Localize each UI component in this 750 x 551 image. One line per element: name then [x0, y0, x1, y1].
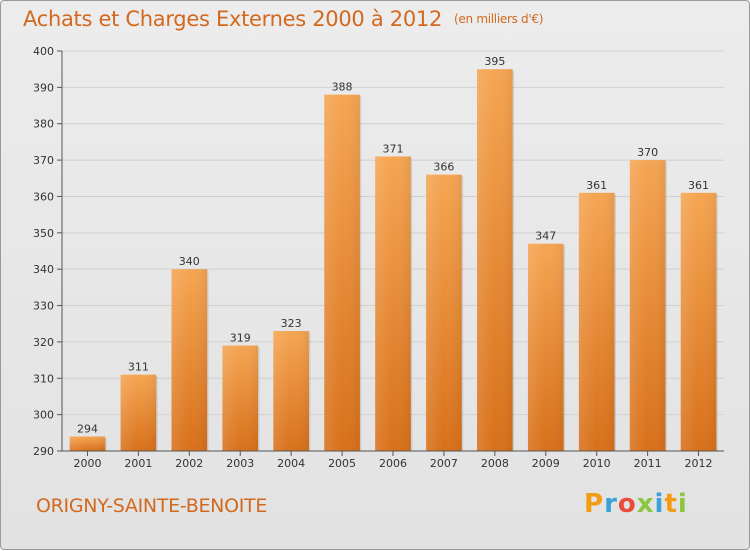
data-label: 361 — [586, 179, 607, 192]
x-tick-label: 2009 — [532, 457, 560, 470]
unit-label: (en milliers d'€) — [454, 12, 544, 26]
x-tick-label: 2003 — [226, 457, 254, 470]
chart-title: Achats et Charges Externes 2000 à 2012 (e… — [23, 7, 543, 31]
logo-letter: P — [584, 489, 605, 519]
y-tick-label: 360 — [33, 190, 54, 203]
x-tick-label: 2007 — [430, 457, 458, 470]
x-tick-label: 2001 — [124, 457, 152, 470]
bar-highlight — [273, 331, 309, 451]
logo-letter: i — [654, 489, 665, 519]
logo-letter: o — [617, 489, 637, 519]
data-label: 395 — [484, 55, 505, 68]
data-label: 311 — [128, 361, 149, 374]
x-tick-label: 2011 — [634, 457, 662, 470]
y-tick-label: 350 — [33, 227, 54, 240]
data-label: 319 — [230, 332, 251, 345]
commune-name: ORIGNY-SAINTE-BENOITE — [36, 495, 268, 517]
y-tick-label: 300 — [33, 409, 54, 422]
y-tick-label: 400 — [33, 45, 54, 58]
y-tick-label: 320 — [33, 336, 54, 349]
data-label: 323 — [281, 317, 302, 330]
bar-highlight — [171, 269, 208, 451]
bar-highlight — [375, 156, 411, 452]
bar-highlight — [324, 94, 360, 452]
y-tick-label: 290 — [33, 445, 54, 458]
bar-highlight — [680, 192, 717, 451]
data-label: 294 — [77, 422, 98, 435]
x-tick-label: 2012 — [685, 457, 713, 470]
title-text: Achats et Charges Externes 2000 à 2012 — [23, 7, 443, 31]
proxiti-logo: Proxiti — [584, 489, 688, 519]
logo-letter: x — [636, 489, 655, 519]
x-tick-label: 2005 — [328, 457, 356, 470]
x-tick-label: 2002 — [175, 457, 203, 470]
bars: 294 311 340 319 323 388 371 366 395 347 361 370 361 — [69, 55, 718, 452]
data-label: 371 — [383, 142, 404, 155]
x-tick-label: 2010 — [583, 457, 611, 470]
y-tick-label: 340 — [33, 263, 54, 276]
bar-highlight — [477, 69, 513, 451]
bar-highlight — [578, 192, 615, 451]
logo-letter: t — [664, 489, 678, 519]
bar-highlight — [222, 345, 259, 451]
bar-highlight — [120, 374, 157, 451]
data-label: 347 — [535, 230, 556, 243]
x-tick-label: 2000 — [73, 457, 101, 470]
bar-highlight — [629, 160, 666, 451]
y-tick-label: 390 — [33, 81, 54, 94]
data-label: 370 — [637, 146, 658, 159]
bar-highlight — [426, 174, 462, 452]
axes: 290 300 310 320 330 340 350 360 370 380 390 400 2000… — [33, 45, 724, 470]
y-tick-label: 370 — [33, 154, 54, 167]
x-tick-label: 2004 — [277, 457, 305, 470]
data-label: 366 — [433, 161, 454, 174]
data-label: 388 — [332, 81, 353, 94]
logo-letter: i — [677, 489, 688, 519]
y-tick-label: 310 — [33, 372, 54, 385]
x-tick-label: 2006 — [379, 457, 407, 470]
y-tick-label: 380 — [33, 118, 54, 131]
bar-highlight — [69, 436, 106, 451]
x-tick-label: 2008 — [481, 457, 509, 470]
data-label: 340 — [179, 255, 200, 268]
data-label: 361 — [688, 179, 709, 192]
bar-highlight — [527, 243, 564, 451]
logo-letter: r — [604, 489, 618, 519]
y-tick-label: 330 — [33, 300, 54, 313]
